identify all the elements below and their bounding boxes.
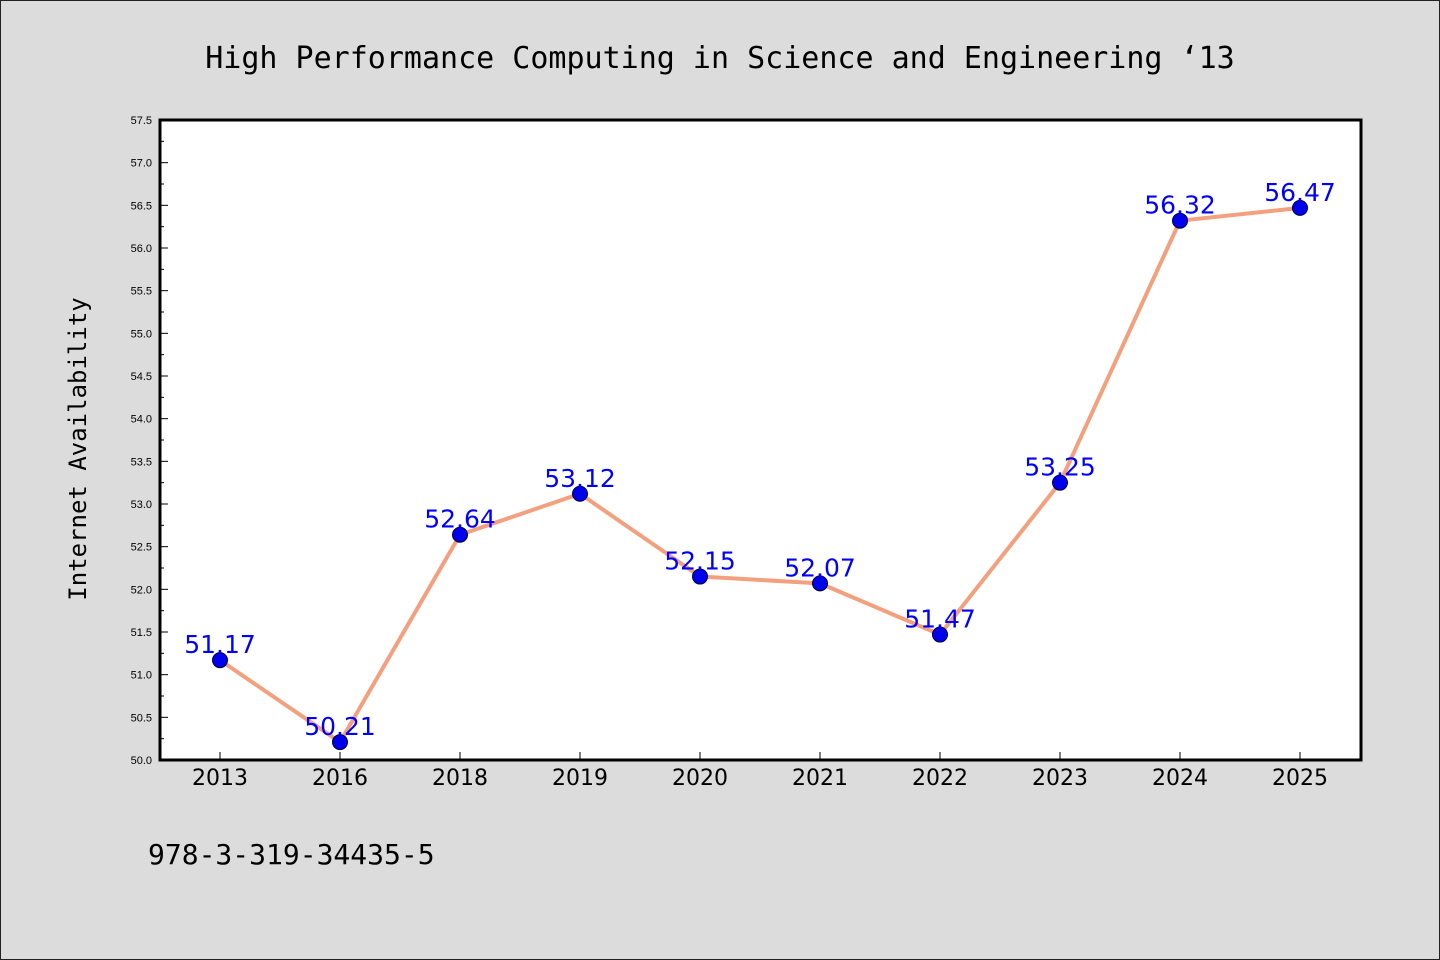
data-point xyxy=(812,575,828,592)
data-point xyxy=(932,626,948,643)
x-tick-label: 2023 xyxy=(1032,766,1088,791)
y-tick-label: 55.5 xyxy=(131,286,152,298)
y-tick-label: 50.0 xyxy=(131,755,152,767)
data-point xyxy=(212,652,228,669)
data-point xyxy=(332,734,348,751)
x-tick-label: 2020 xyxy=(672,766,728,791)
data-point xyxy=(1292,199,1308,216)
x-tick-label: 2019 xyxy=(552,766,608,791)
y-tick-label: 52.0 xyxy=(131,584,152,596)
data-point xyxy=(1172,212,1188,229)
data-labels: 51.17 50.21 52.64 53.12 52.15 52.07 51.47 53.25… xyxy=(184,178,1336,741)
y-tick-label: 53.0 xyxy=(131,499,152,511)
plot-area xyxy=(158,118,1363,762)
x-tick-label: 2024 xyxy=(1152,766,1208,791)
data-label: 52.15 xyxy=(664,547,736,576)
data-point xyxy=(1052,474,1068,491)
x-tick-label: 2018 xyxy=(432,766,488,791)
y-tick-label: 51.0 xyxy=(131,670,152,682)
y-tick-label: 53.5 xyxy=(131,456,152,468)
data-label: 52.07 xyxy=(784,553,856,582)
data-label: 53.25 xyxy=(1024,453,1096,482)
x-tick-label: 2022 xyxy=(912,766,968,791)
data-point xyxy=(452,526,468,543)
data-point xyxy=(692,568,708,585)
data-label: 53.12 xyxy=(544,464,616,493)
y-tick-label: 56.5 xyxy=(131,200,152,212)
x-axis-ticks: 2013 2016 2018 2019 2020 2021 2022 2023 2024 2025 xyxy=(192,752,1328,791)
data-label: 50.21 xyxy=(304,712,376,741)
x-tick-label: 2013 xyxy=(192,766,248,791)
data-label: 56.47 xyxy=(1264,178,1336,207)
data-label: 51.47 xyxy=(904,605,976,634)
x-tick-label: 2016 xyxy=(312,766,368,791)
y-tick-label: 56.0 xyxy=(131,243,152,255)
y-axis-ticks: 50.0 50.5 51.0 51.5 52.0 52.5 53.0 53.5 54.0 54.5… xyxy=(131,115,168,767)
y-tick-label: 57.0 xyxy=(131,158,152,170)
x-tick-label: 2025 xyxy=(1272,766,1328,791)
chart-title: High Performance Computing in Science an… xyxy=(205,41,1235,76)
series-line xyxy=(218,205,1302,745)
data-label: 52.64 xyxy=(424,505,496,534)
y-tick-label: 51.5 xyxy=(131,627,152,639)
series-layer xyxy=(212,199,1308,751)
y-tick-label: 57.5 xyxy=(131,115,152,127)
y-tick-label: 54.0 xyxy=(131,414,152,426)
y-tick-label: 54.5 xyxy=(131,371,152,383)
isbn-footer: 978-3-319-34435-5 xyxy=(148,838,435,871)
data-point xyxy=(572,485,588,502)
y-axis-label: Internet Availability xyxy=(64,297,92,600)
y-tick-label: 52.5 xyxy=(131,542,152,554)
x-tick-label: 2021 xyxy=(792,766,848,791)
data-label: 51.17 xyxy=(184,630,256,659)
y-tick-label: 55.0 xyxy=(131,328,152,340)
data-label: 56.32 xyxy=(1144,191,1216,220)
y-tick-label: 50.5 xyxy=(131,712,152,724)
